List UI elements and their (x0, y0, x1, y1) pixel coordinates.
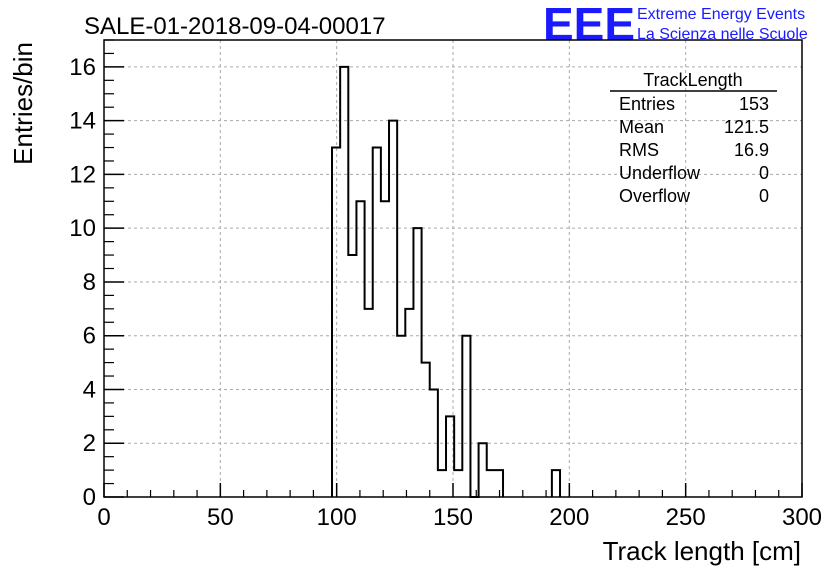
logo-line2: La Scienza nelle Scuole (637, 26, 808, 43)
y-tick-label: 12 (69, 161, 96, 188)
histogram-bin (438, 470, 446, 497)
eee-logo: EEE Extreme Energy Events La Scienza nel… (543, 0, 808, 50)
stats-title: TrackLength (643, 70, 742, 90)
histogram-bin (397, 336, 405, 497)
histogram-bin (356, 201, 364, 497)
y-tick-label: 0 (83, 484, 96, 511)
histogram-bin (405, 309, 413, 497)
histogram-bin (454, 470, 462, 497)
histogram-bin (373, 148, 381, 497)
x-tick-label: 50 (207, 504, 234, 531)
stats-label: RMS (619, 140, 659, 160)
y-tick-label: 4 (83, 376, 96, 403)
histogram-bin (381, 201, 389, 497)
stats-label: Underflow (619, 163, 701, 183)
histogram-bin (422, 363, 430, 497)
axes: 0 50 100 150 200 250 300 0 2 4 6 8 10 12 14 16 (69, 39, 822, 531)
y-tick-label: 8 (83, 269, 96, 296)
y-tick-label: 6 (83, 323, 96, 350)
grid-lines (104, 40, 802, 497)
logo-eee-text: EEE (543, 0, 635, 50)
y-axis-title: Entries/bin (8, 42, 38, 165)
x-tick-label: 250 (666, 504, 706, 531)
histogram-bin (487, 470, 495, 497)
x-tick-label: 0 (97, 504, 110, 531)
logo-line1: Extreme Energy Events (637, 6, 805, 23)
stats-label: Mean (619, 117, 664, 137)
stats-label: Entries (619, 94, 675, 114)
histogram-bin (389, 121, 397, 497)
stats-value: 0 (759, 186, 769, 206)
histogram-bin (552, 470, 560, 497)
run-title: SALE-01-2018-09-04-00017 (84, 13, 386, 40)
stats-value: 153 (739, 94, 769, 114)
histogram-bin (479, 443, 487, 497)
y-tick-label: 2 (83, 430, 96, 457)
stats-value: 121.5 (724, 117, 769, 137)
histogram-bin (462, 336, 470, 497)
histogram-bin (413, 228, 421, 497)
histogram-bin (348, 255, 356, 497)
x-tick-label: 150 (433, 504, 473, 531)
x-tick-label: 100 (317, 504, 357, 531)
y-tick-label: 14 (69, 108, 96, 135)
x-tick-label: 300 (782, 504, 822, 531)
stats-value: 16.9 (734, 140, 769, 160)
histogram-bin (365, 309, 373, 497)
stats-rows: Entries 153 Mean 121.5 RMS 16.9 Underflow 0 Over… (619, 94, 769, 206)
stats-label: Overflow (619, 186, 691, 206)
x-axis-title: Track length [cm] (603, 536, 801, 566)
x-tick-label: 200 (549, 504, 589, 531)
stats-box: TrackLength Entries 153 Mean 121.5 RMS 16.9 Un… (610, 70, 777, 206)
y-tick-label: 16 (69, 54, 96, 81)
y-tick-label: 10 (69, 215, 96, 242)
histogram-bin (332, 148, 340, 497)
stats-value: 0 (759, 163, 769, 183)
